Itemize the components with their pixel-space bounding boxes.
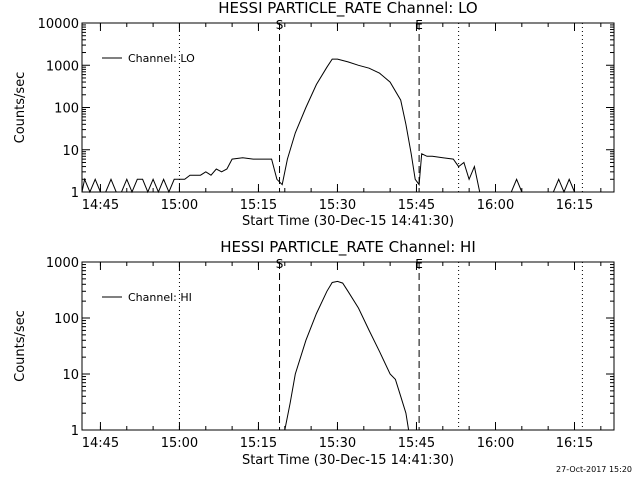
panel2-ytick-label: 10 (62, 368, 79, 383)
panel1-frame (81, 22, 615, 193)
panel1-xtick-label: 16:00 (477, 198, 514, 213)
panel1-ytick-label: 10000 (38, 17, 79, 32)
panel2-ylabel: Counts/sec (13, 310, 28, 382)
panel2-ytick-label: 1000 (46, 256, 79, 271)
panel2-series-line (284, 280, 410, 431)
panel1-ytick-label: 10 (62, 144, 79, 159)
panel1-title: HESSI PARTICLE_RATE Channel: LO (218, 0, 477, 18)
panel2-frame (81, 261, 615, 431)
panel1-xtick-label: 16:15 (556, 198, 593, 213)
panel2-title: HESSI PARTICLE_RATE Channel: HI (220, 238, 476, 257)
panel2-xtick-label: 15:30 (319, 436, 356, 451)
panel2-xtick-label: 15:15 (240, 436, 277, 451)
panel1-marker-e-label: E (415, 18, 423, 32)
panel1-ytick-label: 1000 (46, 59, 79, 74)
timestamp-label: 27-Oct-2017 15:20 (556, 465, 632, 474)
panel1-xtick-label: 15:30 (319, 198, 356, 213)
panel2-ytick-label: 1 (71, 424, 79, 439)
panel1-ylabel: Counts/sec (13, 72, 28, 144)
panel1-xtick-label: 15:15 (240, 198, 277, 213)
panel1-xtick-label: 14:45 (82, 198, 119, 213)
panel2-xtick-label: 15:45 (398, 436, 435, 451)
panel1-xtick-label: 15:00 (161, 198, 198, 213)
panel2-marker-s-label: S (276, 257, 284, 271)
panel1-legend-label: Channel: LO (128, 52, 195, 65)
panel2-xtick-label: 14:45 (82, 436, 119, 451)
panel2-ytick-label: 100 (54, 312, 79, 327)
panel2-marker-e-label: E (415, 257, 423, 271)
panel2-xtick-label: 15:00 (161, 436, 198, 451)
panel1-xtick-label: 15:45 (398, 198, 435, 213)
panel2-xtick-label: 16:15 (556, 436, 593, 451)
panel2-legend-label: Channel: HI (128, 291, 192, 304)
panel1-ytick-label: 100 (54, 102, 79, 117)
panel1-marker-s-label: S (276, 18, 284, 32)
panel2-xlabel: Start Time (30-Dec-15 14:41:30) (242, 453, 454, 468)
panel1-ytick-label: 1 (71, 186, 79, 201)
panel1-series-line (81, 58, 580, 194)
panel1-xlabel: Start Time (30-Dec-15 14:41:30) (242, 214, 454, 229)
panel2-xtick-label: 16:00 (477, 436, 514, 451)
